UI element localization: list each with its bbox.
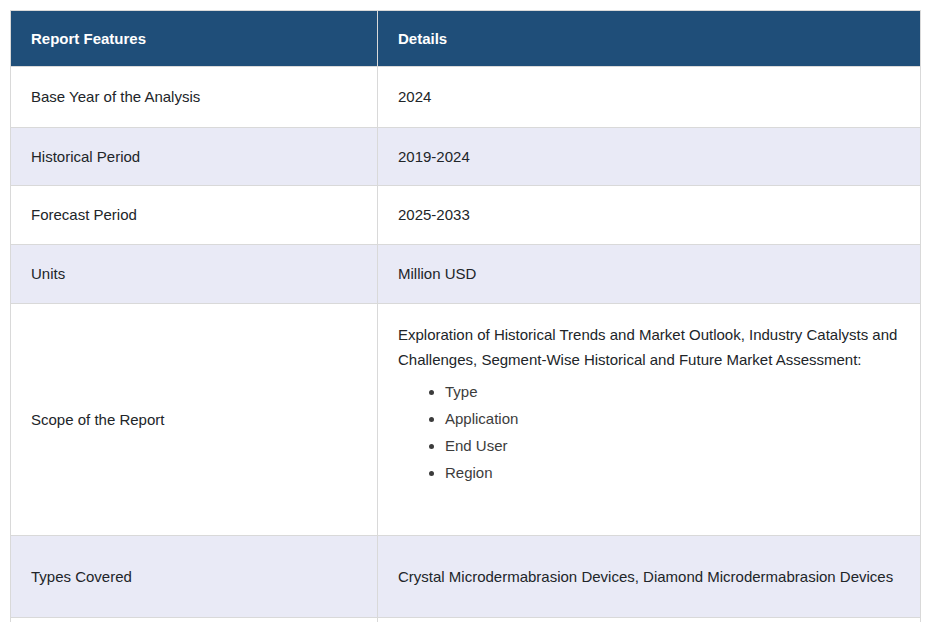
detail-value: 2024 — [378, 67, 920, 127]
feature-label: Base Year of the Analysis — [11, 67, 378, 127]
table-row-cutoff — [11, 618, 920, 622]
scope-intro-text: Exploration of Historical Trends and Mar… — [398, 323, 900, 373]
table-row-historical-period: Historical Period 2019-2024 — [11, 128, 920, 186]
feature-label: Historical Period — [11, 128, 378, 185]
table-row-scope-of-report: Scope of the Report Exploration of Histo… — [11, 304, 920, 536]
table-row-types-covered: Types Covered Crystal Microdermabrasion … — [11, 536, 920, 618]
feature-label: Forecast Period — [11, 186, 378, 244]
types-covered-text: Crystal Microdermabrasion Devices, Diamo… — [398, 566, 893, 588]
scope-bullet-list: Type Application End User Region — [398, 382, 900, 483]
feature-label: Types Covered — [11, 536, 378, 617]
table-header-row: Report Features Details — [11, 11, 920, 67]
scope-bullet-item: Region — [445, 463, 900, 483]
feature-label: Units — [11, 245, 378, 303]
scope-bullet-item: Type — [445, 382, 900, 402]
column-header-details: Details — [378, 11, 920, 66]
detail-value: Exploration of Historical Trends and Mar… — [378, 304, 920, 535]
table-row-forecast-period: Forecast Period 2025-2033 — [11, 186, 920, 245]
table-row-base-year: Base Year of the Analysis 2024 — [11, 67, 920, 128]
detail-value: 2019-2024 — [378, 128, 920, 185]
detail-value: 2025-2033 — [378, 186, 920, 244]
scope-bullet-item: Application — [445, 409, 900, 429]
detail-value: Million USD — [378, 245, 920, 303]
scope-bullet-item: End User — [445, 436, 900, 456]
table-row-units: Units Million USD — [11, 245, 920, 304]
report-features-table: Report Features Details Base Year of the… — [10, 10, 921, 622]
feature-label: Scope of the Report — [11, 304, 378, 535]
column-header-report-features: Report Features — [11, 11, 378, 66]
detail-value: Crystal Microdermabrasion Devices, Diamo… — [378, 536, 920, 617]
